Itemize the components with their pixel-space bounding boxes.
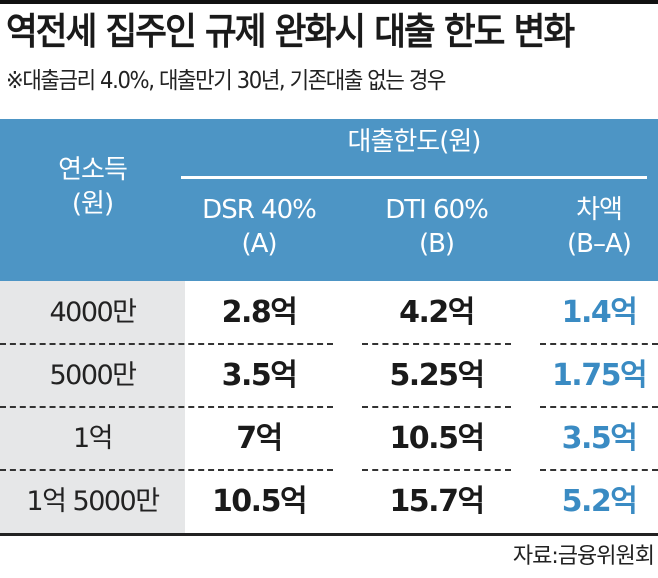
cell-dti: 15.7억 (389, 484, 485, 519)
cell-dsr: 10.5억 (211, 484, 308, 519)
table-row: 5000만 3.5억 5.25억 1.75억 (0, 344, 658, 407)
cell-dti: 4.2억 (399, 295, 475, 330)
cell-diff: 1.4억 (561, 295, 638, 330)
row-divider (362, 469, 511, 471)
row-divider (362, 406, 511, 408)
cell-income: 5000만 (49, 360, 137, 391)
header-group-label: 대출한도(원) (347, 127, 482, 157)
header-col-diff-label: 차액 (576, 195, 623, 225)
row-divider (0, 406, 333, 408)
cell-diff: 3.5억 (561, 421, 638, 456)
header-col-dti: DTI 60% (B) (362, 193, 511, 261)
cell-dsr: 2.8억 (221, 295, 298, 330)
header-divider (181, 176, 647, 179)
row-divider (540, 469, 658, 471)
top-rule (0, 0, 658, 4)
header-income-label: 연소득 (58, 155, 128, 185)
header-col-dsr-label: DSR 40% (202, 195, 317, 225)
header-col-dsr-sub: (A) (241, 229, 277, 259)
row-divider (0, 469, 333, 471)
table-row: 1억 5000만 10.5억 15.7억 5.2억 (0, 470, 658, 533)
cell-income: 4000만 (49, 297, 137, 328)
cell-diff: 1.75억 (551, 358, 648, 393)
header-col-diff: 차액 (B–A) (540, 193, 658, 261)
table-row: 1억 7억 10.5억 3.5억 (0, 407, 658, 470)
row-divider (540, 406, 658, 408)
row-divider (0, 343, 333, 345)
table-body: 4000만 2.8억 4.2억 1.4억 5000만 3.5억 5.25억 1.… (0, 281, 658, 533)
header-income: 연소득 (원) (0, 153, 185, 221)
cell-income: 1억 (72, 423, 114, 454)
cell-dti: 10.5억 (389, 421, 485, 456)
cell-dsr: 3.5억 (221, 358, 298, 393)
source-label: 자료:금융위원회 (512, 544, 655, 569)
header-col-dti-label: DTI 60% (385, 195, 489, 225)
header-col-dsr: DSR 40% (A) (185, 193, 333, 261)
cell-diff: 5.2억 (561, 484, 638, 519)
header-income-unit: (원) (71, 189, 114, 219)
cell-dti: 5.25억 (389, 358, 485, 393)
table-header: 연소득 (원) 대출한도(원) DSR 40% (A) DTI 60% (B) … (0, 119, 658, 281)
chart-note: ※대출금리 4.0%, 대출만기 30년, 기존대출 없는 경우 (6, 68, 446, 94)
chart-title: 역전세 집주인 규제 완화시 대출 한도 변화 (6, 10, 575, 53)
row-divider (362, 343, 511, 345)
cell-dsr: 7억 (236, 421, 283, 456)
header-col-diff-sub: (B–A) (567, 229, 632, 259)
table-row: 4000만 2.8억 4.2억 1.4억 (0, 281, 658, 344)
cell-income: 1억 5000만 (26, 486, 160, 517)
header-col-dti-sub: (B) (418, 229, 455, 259)
bottom-rule (0, 533, 658, 536)
row-divider (540, 343, 658, 345)
